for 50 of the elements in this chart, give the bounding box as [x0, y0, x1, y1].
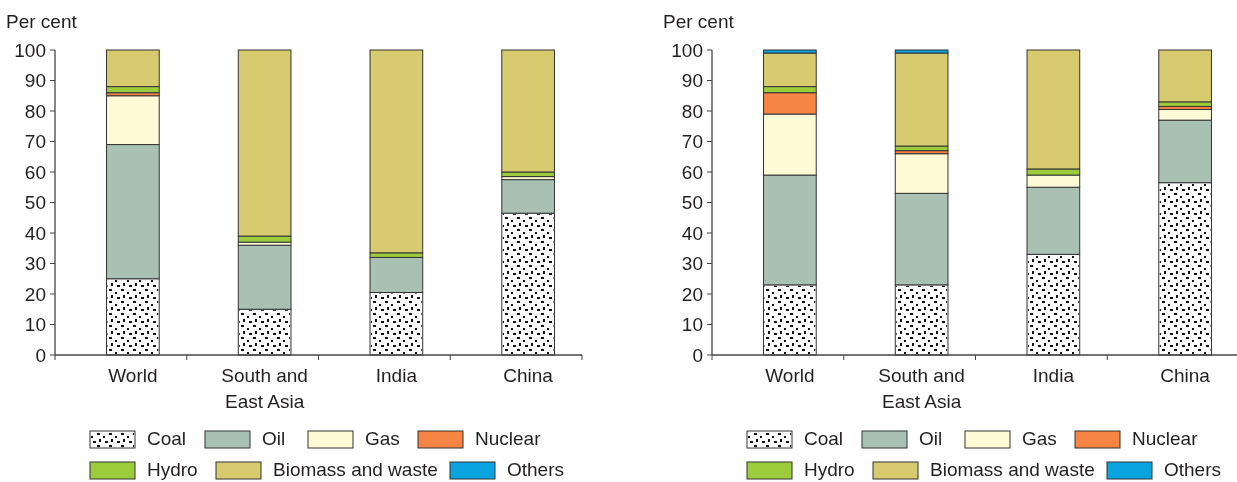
y-tick-label: 90 [24, 70, 46, 92]
y-tick-label: 80 [681, 100, 703, 122]
y-tick-label: 80 [24, 100, 46, 122]
legend-label: Hydro [147, 459, 198, 480]
legend-label: Coal [804, 428, 844, 449]
y-tick-label: 0 [35, 344, 46, 366]
legend-label: Oil [262, 428, 286, 449]
y-tick-label: 50 [24, 192, 46, 214]
y-tick-label: 100 [14, 39, 46, 61]
y-tick-label: 60 [24, 161, 46, 183]
y-tick-label: 90 [681, 70, 703, 92]
y-tick-label: 30 [24, 253, 46, 275]
y-tick-label: 100 [671, 39, 703, 61]
legend-label: Others [507, 459, 565, 480]
x-tick-label: South and East Asia [878, 365, 965, 412]
legend-label: Hydro [804, 459, 855, 480]
y-tick-label: 40 [24, 222, 46, 244]
y-tick-label: 10 [681, 314, 703, 336]
legend-label: Others [1164, 459, 1222, 480]
bar [369, 49, 424, 254]
bar [894, 52, 949, 147]
y-tick-label: 60 [681, 161, 703, 183]
x-tick-label: India [1032, 365, 1075, 386]
y-tick-label: 10 [24, 314, 46, 336]
x-tick-label: China [503, 365, 554, 386]
legend-label: Gas [1022, 428, 1057, 449]
x-tick-label: China [1160, 365, 1211, 386]
y-tick-label: 50 [681, 192, 703, 214]
y-axis-title: Per cent [6, 11, 78, 32]
bar [501, 49, 555, 173]
y-tick-label: 70 [681, 131, 703, 153]
legend-label: Biomass and waste [930, 459, 1095, 480]
legend-label: Gas [365, 428, 400, 449]
bar [1158, 49, 1212, 103]
x-tick-label: World [108, 365, 158, 386]
y-tick-label: 20 [24, 283, 46, 305]
legend-label: Nuclear [475, 428, 542, 449]
legend-label: Oil [919, 428, 943, 449]
legend-label: Nuclear [1132, 428, 1199, 449]
y-tick-label: 20 [681, 283, 703, 305]
x-tick-label: South and East Asia [221, 365, 308, 412]
y-tick-label: 0 [692, 344, 703, 366]
y-axis-title: Per cent [663, 11, 735, 32]
y-tick-label: 70 [24, 131, 46, 153]
y-tick-label: 40 [681, 222, 703, 244]
legend-label: Biomass and waste [273, 459, 438, 480]
legend-label: Coal [147, 428, 187, 449]
x-tick-label: World [765, 365, 815, 386]
y-tick-label: 30 [681, 253, 703, 275]
x-tick-label: India [375, 365, 418, 386]
